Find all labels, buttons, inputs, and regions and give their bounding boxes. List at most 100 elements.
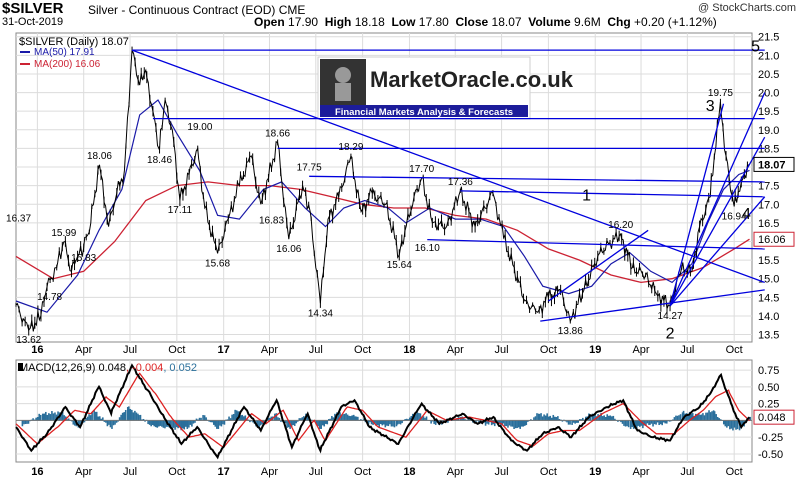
macd-histogram-bar <box>614 418 616 421</box>
macd-histogram-bar <box>713 411 716 421</box>
macd-histogram-bar <box>61 411 64 421</box>
macd-histogram-bar <box>543 414 545 421</box>
macd-histogram-bar <box>348 415 350 421</box>
price-annotation: 15.99 <box>51 228 76 239</box>
macd-histogram-bar <box>505 420 508 427</box>
macd-histogram-bar <box>662 420 665 423</box>
price-tick-label: 15.5 <box>758 255 779 267</box>
price-annotation: 16.83 <box>259 216 284 227</box>
macd-histogram-bar <box>93 410 95 421</box>
volume-value: 9.6M <box>574 15 601 29</box>
macd-histogram-bar <box>567 420 570 425</box>
watermark-tagline: Financial Markets Analysis & Forecasts <box>335 107 513 118</box>
x-tick-label: Apr <box>632 466 649 478</box>
open-label: Open <box>254 15 285 29</box>
macd-histogram-bar <box>640 420 643 426</box>
macd-histogram-bar <box>626 420 628 427</box>
low-value: 17.80 <box>418 15 449 29</box>
macd-histogram-bar <box>459 417 462 421</box>
macd-histogram-bar <box>387 420 390 427</box>
price-annotation: 15.68 <box>205 258 230 269</box>
x-tick-label: Jul <box>495 344 509 356</box>
macd-histogram-bar <box>648 420 650 425</box>
macd-histogram-bar <box>208 420 210 422</box>
macd-histogram-bar <box>430 420 432 424</box>
macd-histogram-bar <box>706 412 709 421</box>
macd-histogram-bar <box>203 415 206 421</box>
macd-histogram-bar <box>369 420 371 423</box>
x-tick-label: 18 <box>403 466 415 478</box>
copyright-link[interactable]: @ StockCharts.com <box>698 2 796 14</box>
macd-histogram-bar <box>194 420 196 423</box>
price-tick-label: 21.5 <box>758 32 779 44</box>
macd-histogram-bar <box>180 420 183 431</box>
x-tick-label: 16 <box>31 466 43 478</box>
macd-histogram-bar <box>523 420 526 426</box>
x-tick-label: Jul <box>495 466 509 478</box>
macd-histogram-bar <box>188 420 190 428</box>
price-tick-label: 14.0 <box>758 311 779 323</box>
macd-histogram-bar <box>659 420 662 425</box>
macd-histogram-bar <box>533 417 535 421</box>
macd-histogram-bar <box>97 416 100 421</box>
x-tick-label: Oct <box>168 466 185 478</box>
macd-histogram-bar <box>118 417 121 421</box>
x-tick-label: Oct <box>540 344 557 356</box>
macd-histogram-bar <box>540 413 542 421</box>
macd-histogram-bar <box>658 420 660 426</box>
instrument-description: Silver - Continuous Contract (EOD) CME <box>88 3 305 17</box>
ma200-price-label: 16.06 <box>758 234 786 246</box>
macd-histogram-bar <box>591 413 594 421</box>
last-price-box <box>753 156 795 172</box>
macd-histogram-bar <box>705 412 707 421</box>
macd-histogram-bar <box>726 420 728 428</box>
macd-histogram-bar <box>611 416 613 421</box>
macd-legend-part: , 0.052 <box>163 362 197 374</box>
description-text: Silver - Continuous Contract (EOD) <box>88 3 276 17</box>
x-tick-label: Apr <box>261 466 278 478</box>
macd-histogram-bar <box>373 420 376 424</box>
x-tick-label: Oct <box>354 344 371 356</box>
macd-histogram-bar <box>317 420 319 427</box>
macd-histogram-bar <box>513 420 515 429</box>
macd-histogram-bar <box>103 420 106 422</box>
macd-histogram-bar <box>722 420 725 425</box>
macd-histogram-bar <box>569 420 571 425</box>
macd-histogram-bar <box>219 420 221 426</box>
price-tick-label: 19.5 <box>758 106 779 118</box>
macd-histogram-bar <box>198 417 201 421</box>
macd-histogram-bar <box>594 413 596 421</box>
macd-histogram-bar <box>687 414 689 421</box>
macd-histogram-bar <box>150 420 152 427</box>
price-annotation: 19.75 <box>708 88 733 99</box>
macd-histogram-bar <box>108 420 110 425</box>
macd-histogram-bar <box>606 414 609 421</box>
macd-histogram-bar <box>493 420 496 427</box>
macd-histogram-bar <box>355 416 358 421</box>
macd-histogram-bar <box>639 420 641 427</box>
macd-histogram-bar <box>699 415 702 421</box>
macd-histogram-bar <box>410 416 413 421</box>
macd-histogram-bar <box>45 411 47 421</box>
macd-histogram-bar <box>378 420 381 427</box>
macd-histogram-bar <box>229 418 232 421</box>
price-tick-label: 15.0 <box>758 274 779 286</box>
macd-histogram-bar <box>48 413 50 421</box>
macd-histogram-bar <box>144 420 146 422</box>
macd-histogram-bar <box>234 409 236 421</box>
low-label: Low <box>391 15 416 29</box>
x-tick-label: Jul <box>680 344 694 356</box>
macd-histogram-bar <box>486 420 488 424</box>
macd-histogram-bar <box>621 420 624 424</box>
macd-histogram-bar <box>732 420 734 431</box>
x-tick-label: Jul <box>123 344 137 356</box>
trendline <box>669 92 766 307</box>
macd-histogram-bar <box>519 420 521 429</box>
macd-histogram-bar <box>162 420 165 428</box>
macd-histogram-bar <box>300 418 302 421</box>
price-annotation: 17.36 <box>448 177 473 188</box>
macd-histogram-bar <box>557 416 559 421</box>
watermark-name: MarketOracle.co.uk <box>370 67 574 92</box>
trendline <box>669 136 766 307</box>
macd-histogram-bar <box>298 418 301 421</box>
